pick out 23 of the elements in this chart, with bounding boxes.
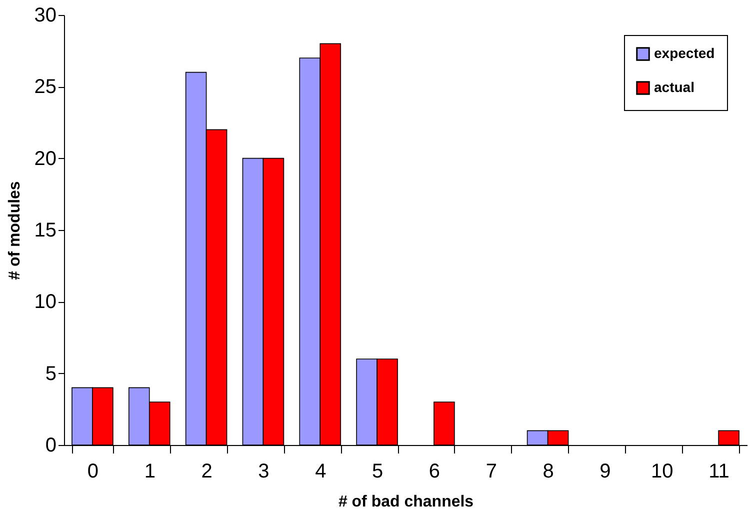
y-tick-label: 20 <box>34 148 56 170</box>
x-axis-title: # of bad channels <box>338 494 474 510</box>
y-tick-label: 30 <box>34 4 56 26</box>
y-tick-label: 10 <box>34 291 56 314</box>
x-tick-label: 10 <box>651 460 674 482</box>
legend-label: expected <box>654 45 715 61</box>
x-tick-label: 6 <box>428 460 440 482</box>
x-tick-label: 11 <box>708 460 730 482</box>
y-tick-label: 0 <box>45 434 56 456</box>
y-tick-label: 25 <box>34 76 56 98</box>
y-axis-title: # of modules <box>6 181 24 280</box>
x-tick-label: 0 <box>87 460 99 482</box>
legend-label: actual <box>654 79 694 95</box>
x-tick-label: 2 <box>201 460 212 482</box>
x-tick-label: 1 <box>144 460 156 482</box>
x-tick-label: 3 <box>258 460 270 482</box>
x-tick-label: 8 <box>542 460 554 482</box>
x-tick-label: 4 <box>315 460 326 482</box>
x-tick-label: 5 <box>372 460 384 482</box>
x-tick-label: 7 <box>486 460 497 482</box>
y-tick-label: 5 <box>45 362 56 385</box>
x-tick-label: 9 <box>600 460 611 482</box>
y-tick-label: 15 <box>34 220 56 242</box>
